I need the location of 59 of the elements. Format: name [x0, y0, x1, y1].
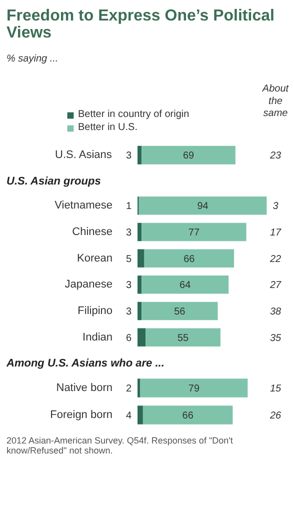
- text: 3: [272, 201, 279, 212]
- text: 35: [270, 332, 282, 344]
- data-label: 3: [126, 306, 132, 318]
- y-tick-label: Japanese: [64, 278, 113, 291]
- text: 2012 Asian-American Survey. Q54f. Responses of "Don't know/Refused" not shown.: [6, 436, 234, 456]
- data-label: 6: [126, 332, 132, 344]
- chart-title: Among U.S. Asians who are ...: [6, 358, 164, 370]
- bar: [138, 249, 144, 268]
- y-tick-label: Vietnamese: [54, 200, 112, 212]
- y-tick-label: Foreign born: [50, 409, 113, 421]
- data-label: 4: [126, 410, 132, 422]
- data-label: 64: [180, 280, 192, 292]
- data-label: 94: [197, 201, 209, 212]
- y-tick-label: Indian: [82, 331, 113, 344]
- bar: [138, 222, 142, 242]
- data-label: 69: [182, 150, 194, 162]
- y-tick-label: Filipino: [78, 305, 113, 317]
- bar: [146, 328, 220, 346]
- text: About the same: [261, 84, 290, 120]
- bar: [142, 302, 218, 320]
- text: 17: [270, 228, 282, 238]
- text: 22: [268, 254, 282, 265]
- data-label: 1: [126, 201, 132, 212]
- text: 27: [268, 280, 282, 292]
- data-label: 55: [178, 332, 190, 344]
- y-tick-label: Chinese: [72, 226, 112, 238]
- data-label: 66: [182, 410, 194, 422]
- bar: [144, 249, 234, 268]
- data-label: 3: [126, 228, 132, 238]
- data-label: 3: [126, 280, 132, 292]
- bar: [138, 378, 140, 398]
- legend-label: Better in country of origin: [78, 109, 190, 120]
- data-label: 2: [126, 384, 132, 394]
- data-label: 66: [184, 254, 196, 265]
- chart-title: Freedom to Express One’s Political Views: [6, 8, 274, 42]
- bar: [138, 406, 143, 424]
- text: 38: [270, 306, 282, 318]
- text: 26: [268, 410, 282, 422]
- bar: [142, 276, 229, 294]
- bar: [140, 378, 248, 398]
- bar: [138, 302, 142, 320]
- data-label: 79: [188, 384, 200, 394]
- bar: [138, 196, 267, 215]
- data-label: 5: [126, 254, 132, 265]
- data-label: 77: [188, 228, 200, 238]
- y-tick-label: U.S. Asians: [55, 149, 112, 162]
- bar: [138, 276, 142, 294]
- y-tick-label: Native born: [56, 382, 113, 394]
- bar: [142, 222, 246, 242]
- text: % saying ...: [6, 54, 58, 64]
- text: 23: [268, 150, 282, 162]
- legend-label: Better in U.S.: [78, 122, 138, 133]
- chart-title: U.S. Asian groups: [6, 176, 101, 188]
- data-label: 56: [174, 306, 186, 318]
- data-label: 3: [126, 150, 132, 162]
- y-tick-label: Korean: [77, 252, 113, 264]
- bar: [138, 328, 146, 346]
- text: 15: [270, 384, 282, 394]
- bar: [142, 406, 233, 424]
